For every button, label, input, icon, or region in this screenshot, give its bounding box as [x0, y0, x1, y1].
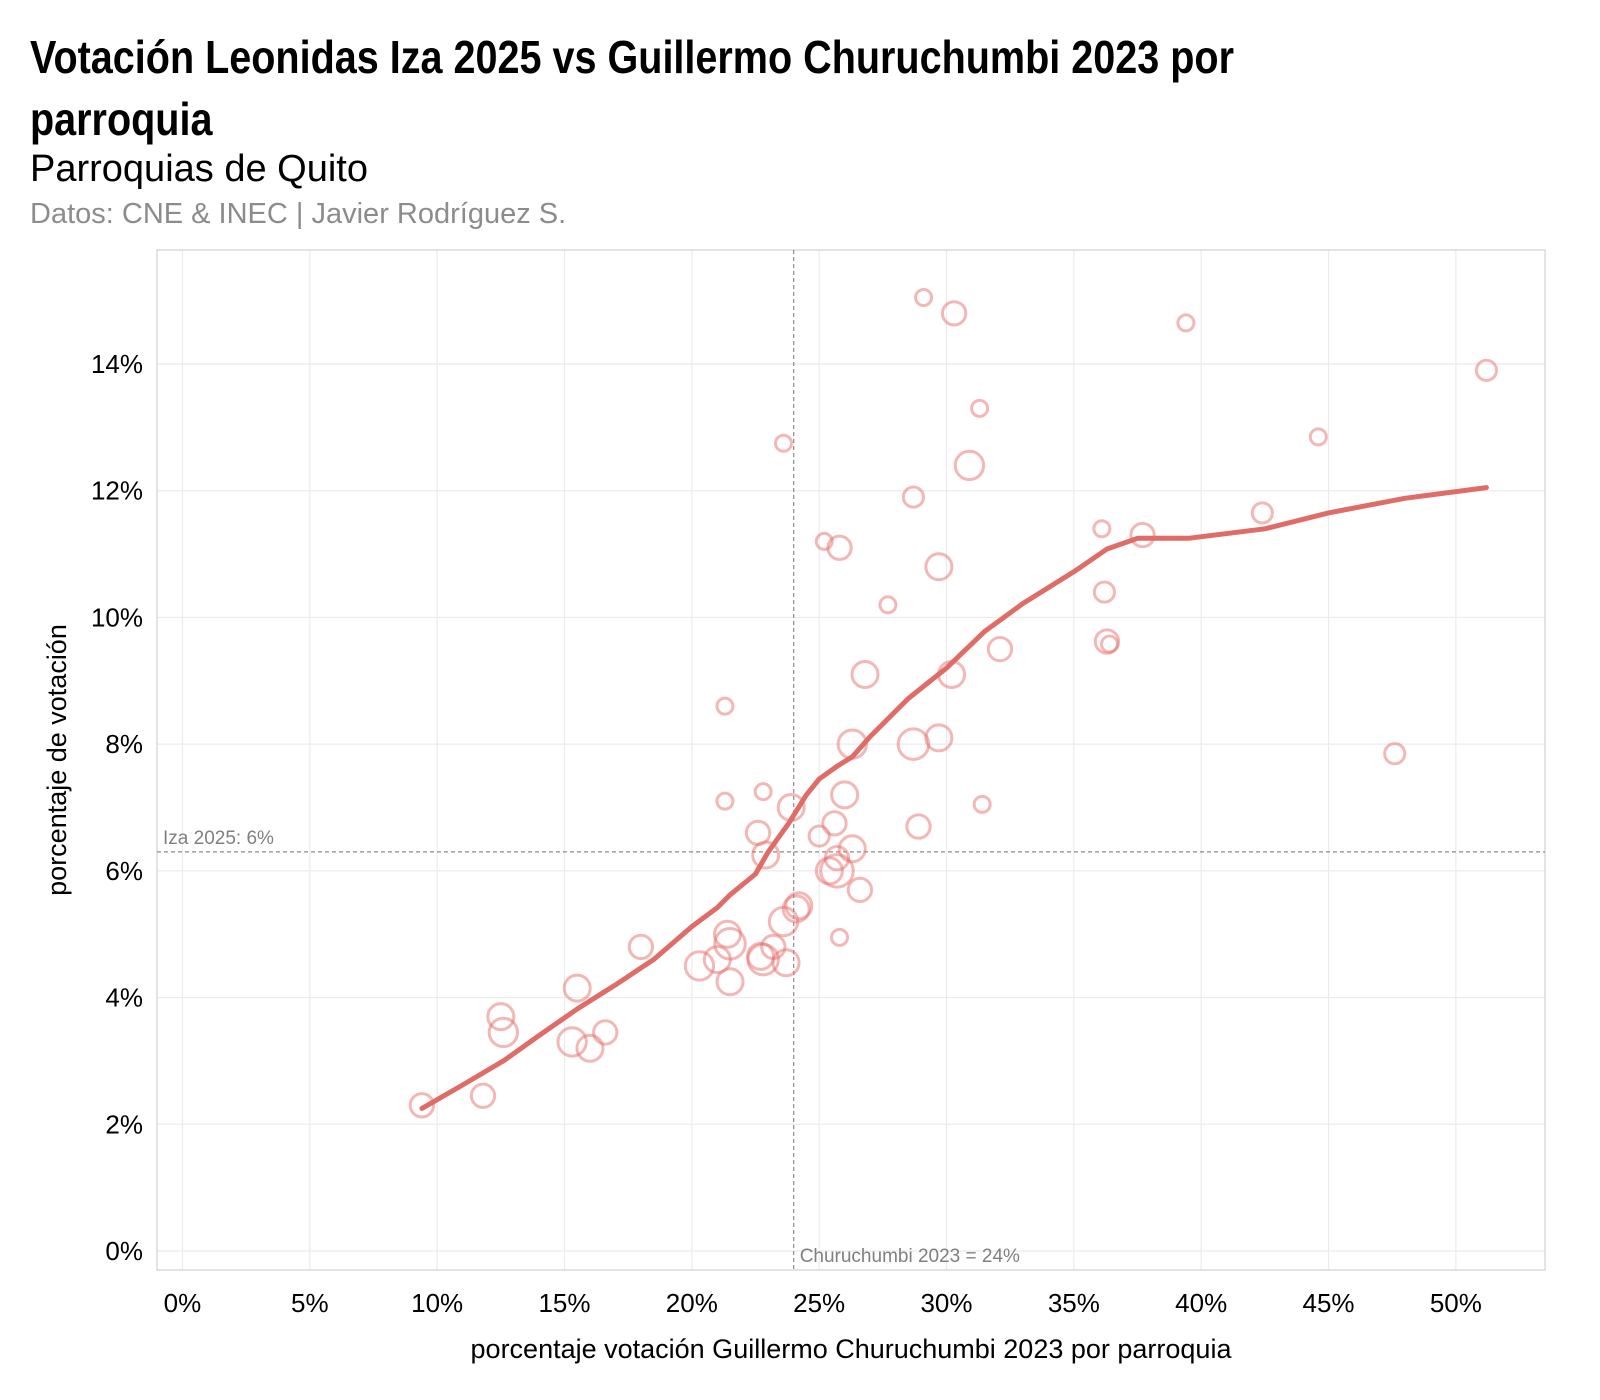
data-point [1383, 742, 1407, 766]
data-point [715, 696, 735, 716]
data-point [562, 973, 592, 1003]
y-tick-label: 8% [105, 729, 143, 759]
data-point [953, 449, 986, 482]
data-point [713, 926, 747, 961]
data-point [781, 894, 811, 924]
y-tick-label: 12% [91, 476, 143, 506]
data-point [683, 950, 716, 982]
x-axis-title: porcentaje votación Guillermo Churuchumb… [471, 1334, 1233, 1364]
data-point [986, 635, 1014, 663]
chart-caption: Datos: CNE & INEC | Javier Rodríguez S. [30, 198, 567, 230]
data-point [807, 824, 831, 848]
data-point [774, 433, 794, 453]
data-point [486, 1002, 516, 1032]
data-point [1092, 580, 1116, 604]
data-point [940, 300, 968, 327]
grid-lines [157, 250, 1545, 1270]
data-point [905, 813, 932, 840]
data-point [1176, 313, 1196, 333]
data-point [1129, 521, 1156, 549]
x-tick-label: 0% [164, 1288, 202, 1318]
x-axis-ticks: 0% 5% 10% 15% 20% 25% 30% 35% 40% 45% 50% [164, 1288, 1482, 1318]
data-point [924, 723, 954, 753]
data-point [814, 531, 834, 551]
data-point [878, 595, 898, 615]
data-point [1092, 519, 1112, 539]
x-tick-label: 50% [1430, 1288, 1482, 1318]
data-point [837, 834, 867, 864]
reference-lines: Iza 2025: 6% Churuchumbi 2023 = 24% [157, 250, 1545, 1270]
data-point [753, 782, 773, 802]
data-point [1099, 634, 1119, 654]
data-point [408, 1092, 436, 1119]
data-point [469, 1082, 497, 1109]
data-point [846, 876, 874, 904]
y-tick-label: 6% [105, 856, 143, 886]
y-tick-label: 0% [105, 1236, 143, 1266]
y-tick-label: 2% [105, 1109, 143, 1139]
data-point [556, 1026, 588, 1058]
data-point [830, 780, 860, 810]
x-tick-label: 35% [1048, 1288, 1100, 1318]
data-point [914, 288, 934, 308]
data-point [715, 791, 735, 811]
data-point [972, 794, 992, 814]
data-point [771, 948, 801, 978]
trend-line [419, 485, 1489, 1111]
data-point [821, 810, 848, 837]
data-point [830, 927, 850, 947]
data-point [819, 853, 855, 889]
reference-label-iza-2025: Iza 2025: 6% [163, 828, 274, 849]
data-point [751, 840, 781, 870]
x-tick-label: 20% [666, 1288, 718, 1318]
data-point [575, 1033, 605, 1063]
data-point [1474, 358, 1498, 382]
chart-title: Votación Leonidas Iza 2025 vs Guillermo … [30, 31, 1234, 145]
data-point [784, 891, 814, 921]
y-axis-ticks: 0% 2% 4% 6% 8% 10% 12% 14% [91, 349, 143, 1266]
x-tick-label: 5% [291, 1288, 329, 1318]
data-point [715, 967, 745, 997]
data-points [408, 288, 1498, 1119]
chart-subtitle: Parroquias de Quito [30, 148, 368, 190]
data-point [970, 398, 990, 418]
x-tick-label: 40% [1175, 1288, 1227, 1318]
plot-panel-border [156, 249, 1546, 1271]
x-tick-label: 10% [411, 1288, 463, 1318]
x-tick-label: 45% [1302, 1288, 1354, 1318]
data-point [901, 485, 925, 509]
data-point [487, 1016, 520, 1049]
data-point [924, 552, 954, 582]
reference-label-churuchumbi-2023: Churuchumbi 2023 = 24% [800, 1246, 1020, 1267]
x-tick-label: 30% [920, 1288, 972, 1318]
x-tick-label: 25% [793, 1288, 845, 1318]
data-point [627, 933, 655, 961]
data-point [826, 534, 853, 561]
x-tick-label: 15% [538, 1288, 590, 1318]
y-axis-title: porcentaje de votación [42, 624, 72, 896]
data-point [1308, 427, 1328, 447]
y-tick-label: 4% [105, 983, 143, 1013]
data-point [850, 659, 880, 689]
y-tick-label: 14% [91, 349, 143, 379]
data-point [592, 1019, 619, 1046]
y-tick-label: 10% [91, 602, 143, 632]
data-point [1250, 501, 1274, 525]
